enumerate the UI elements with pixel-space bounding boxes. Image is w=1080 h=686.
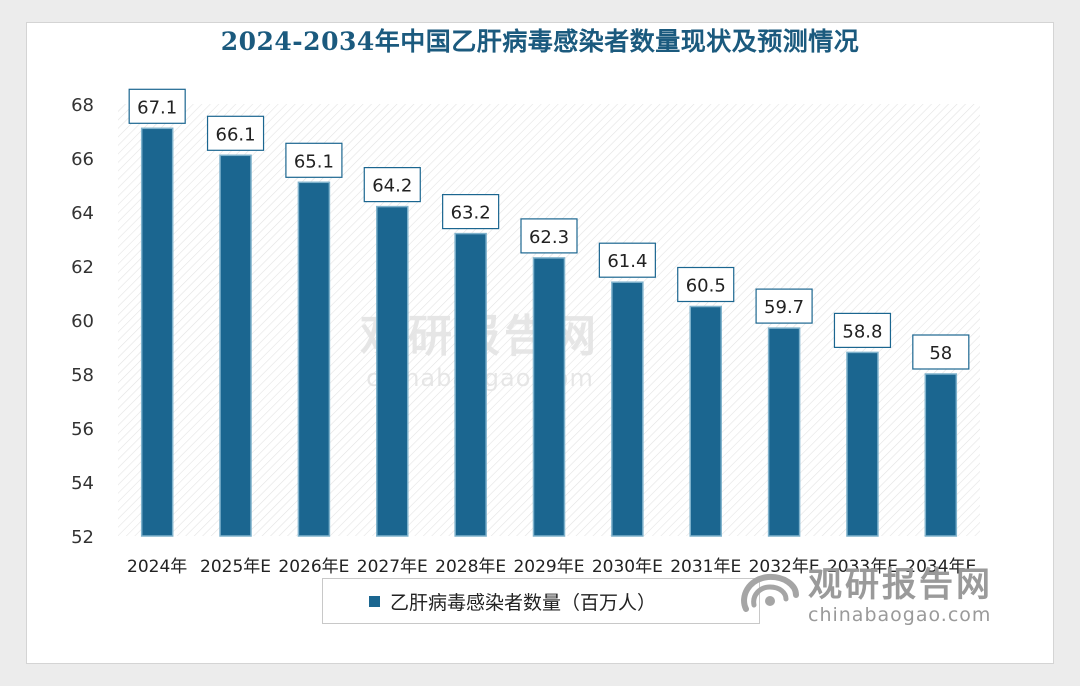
data-label-box [520,218,578,254]
y-tick-label: 66 [71,149,94,170]
data-label-box [442,194,500,230]
chart-title: 2024-2034年中国乙肝病毒感染者数量现状及预测情况 [220,27,860,56]
bar [532,257,566,537]
x-tick-label: 2026年E [278,557,349,577]
y-tick-label: 56 [71,419,94,440]
y-tick-label: 60 [71,311,94,332]
data-label: 61.4 [607,251,647,272]
legend: 乙肝病毒感染者数量（百万人） [322,578,760,624]
x-tick-label: 2030年E [592,557,663,577]
data-label-box [363,167,421,203]
data-label: 59.7 [764,297,804,318]
x-tick-label: 2028年E [435,557,506,577]
bar [767,327,801,537]
brand-watermark: 观研报告网 chinabaogao.com [738,566,993,626]
data-label-box [755,288,813,324]
data-label-box [206,115,265,151]
legend-label: 乙肝病毒感染者数量（百万人） [390,591,657,614]
data-label-box [285,142,343,178]
bar [140,127,174,537]
legend-swatch [369,595,380,607]
bar [376,205,409,537]
x-tick-label: 2034年E [905,557,976,577]
data-label-box [912,334,970,370]
brand-domain: chinabaogao.com [808,604,992,626]
brand-name: 观研报告网 [808,565,993,605]
y-tick-label: 64 [71,203,94,224]
data-label: 60.5 [686,276,726,297]
y-tick-label: 58 [71,365,94,386]
data-label: 67.1 [137,97,177,118]
x-tick-label: 2029年E [513,557,584,577]
bar [297,181,331,537]
data-label: 66.1 [216,124,256,145]
data-label: 63.2 [451,203,491,224]
x-tick-label: 2032年E [749,557,820,577]
x-tick-label: 2024年 [127,557,187,577]
data-label: 62.3 [529,227,569,248]
bar [846,351,879,537]
data-label: 58.8 [842,321,882,342]
y-tick-label: 52 [71,527,94,548]
y-tick-label: 54 [71,473,94,494]
data-label: 65.1 [294,151,334,172]
bars [140,127,958,537]
data-label-box [128,88,186,124]
bar [689,305,722,537]
data-label: 64.2 [372,176,412,197]
x-tick-label: 2027年E [357,557,428,577]
x-tick-label: 2025年E [200,557,271,577]
x-axis: 2024年 2025年E 2026年E 2027年E 2028年E 2029年E 2030年… [127,557,976,577]
x-tick-label: 2031年E [670,557,741,577]
bar [219,154,252,537]
data-label-box [833,312,892,348]
data-label-box [598,242,656,278]
data-label-box [677,266,735,303]
y-tick-label: 68 [71,95,94,116]
brand-logo-icon [741,573,799,612]
value-labels: 67.1 66.1 65.1 64.2 63.2 62.3 61.4 60.5 59.7 58.8… [128,88,970,370]
bar [454,232,487,537]
bar [611,281,644,537]
x-tick-label: 2033年E [827,557,898,577]
y-tick-label: 62 [71,257,94,278]
y-axis: 52 54 56 58 60 62 64 66 68 [71,95,94,548]
bar [924,373,958,537]
data-label: 58 [929,343,952,364]
